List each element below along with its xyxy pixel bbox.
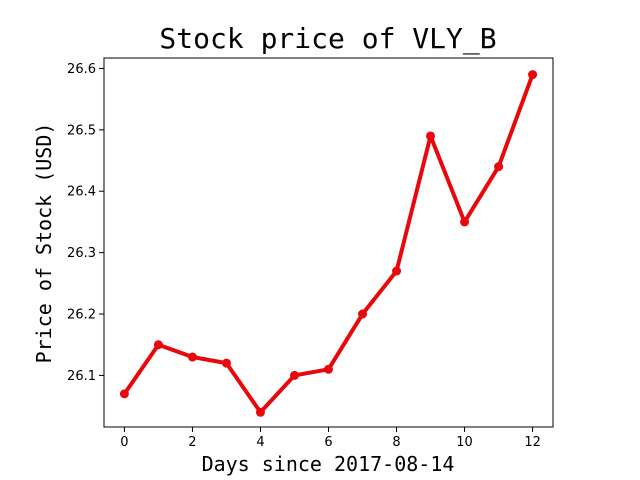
x-axis-label: Days since 2017-08-14 [202, 452, 455, 476]
y-axis-label: Price of Stock (USD) [32, 123, 56, 364]
x-tick-label: 4 [256, 435, 264, 450]
data-point [460, 217, 470, 227]
y-tick-label: 26.3 [67, 246, 96, 261]
data-point [358, 309, 368, 319]
x-tick-label: 6 [324, 435, 332, 450]
series-layer [119, 70, 538, 417]
data-point [187, 352, 197, 362]
x-tick-label: 12 [524, 435, 541, 450]
x-tick-label: 10 [456, 435, 473, 450]
y-tick-label: 26.4 [67, 185, 96, 200]
plot-area: 0 2 4 6 8 10 12 26.1 26.2 26.3 26.4 26.5 26.6 [67, 57, 554, 450]
chart-title: Stock price of VLY_B [159, 22, 496, 56]
x-tick-label: 0 [120, 435, 128, 450]
data-point [494, 162, 504, 172]
x-tick-label: 8 [392, 435, 400, 450]
data-point [255, 407, 265, 417]
data-point [119, 389, 129, 399]
y-tick-label: 26.2 [67, 308, 96, 323]
data-point [153, 340, 163, 350]
y-tick-label: 26.5 [67, 123, 96, 138]
y-tick-label: 26.1 [67, 369, 96, 384]
y-tick-label: 26.6 [67, 62, 96, 77]
series-line [122, 72, 535, 415]
data-point [426, 131, 436, 141]
x-axis: 0 2 4 6 8 10 12 [120, 427, 541, 450]
data-point [324, 364, 333, 374]
data-point [528, 70, 538, 80]
x-tick-label: 2 [188, 435, 196, 450]
data-point [221, 358, 231, 368]
data-point [392, 266, 402, 276]
y-axis: 26.1 26.2 26.3 26.4 26.5 26.6 [67, 62, 104, 384]
data-point [289, 370, 299, 380]
